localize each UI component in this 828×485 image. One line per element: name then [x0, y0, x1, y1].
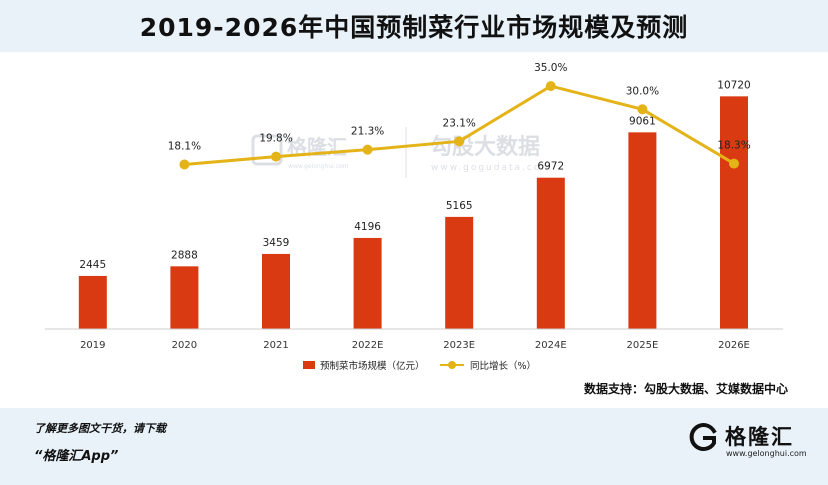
growth-point-2020 [179, 159, 190, 170]
legend: 预制菜市场规模（亿元） 同比增长（%） [303, 360, 536, 372]
chart-panel [0, 52, 828, 408]
growth-point-2025E [637, 104, 648, 115]
growth-label-2023E: 23.1% [443, 117, 476, 129]
legend-bar-label: 预制菜市场规模（亿元） [320, 360, 425, 372]
growth-label-2024E: 35.0% [534, 62, 567, 74]
bar-2019 [78, 275, 107, 329]
x-tick-2020: 2020 [172, 340, 197, 351]
bar-value-label-2023E: 5165 [446, 200, 473, 212]
growth-point-2023E [454, 136, 465, 147]
watermark-brand2: 勾股大数据 [430, 134, 540, 160]
growth-label-2026E: 18.3% [717, 140, 750, 152]
brand-logo: 格隆汇 www.gelonghui.com [688, 418, 807, 464]
bar-2026E [720, 96, 748, 329]
bar-value-label-2021: 3459 [263, 237, 290, 249]
watermark-brand2-url: www.gogudata.com [431, 163, 552, 173]
x-tick-2025E: 2025E [627, 340, 659, 351]
growth-point-2022E [362, 144, 373, 155]
growth-point-2021 [271, 151, 281, 162]
legend-line-marker [448, 361, 456, 369]
x-tick-2024E: 2024E [535, 340, 567, 351]
x-tick-2019: 2019 [80, 340, 105, 351]
growth-label-2025E: 30.0% [626, 85, 659, 97]
bar-2023E [445, 216, 474, 329]
bar-value-label-2026E: 10720 [717, 79, 750, 91]
chart-svg: 格隆汇 www.gelonghui.com 勾股大数据 www.gogudata… [45, 62, 783, 372]
x-tick-2021: 2021 [263, 340, 288, 351]
growth-label-2022E: 21.3% [351, 126, 384, 138]
growth-point-2026E [729, 158, 739, 169]
bar-value-label-2024E: 6972 [537, 161, 564, 173]
bar-2021 [262, 253, 290, 329]
bar-value-label-2019: 2445 [79, 259, 106, 271]
x-tick-2022E: 2022E [352, 340, 384, 351]
x-tick-2023E: 2023E [443, 340, 475, 351]
bar-2022E [353, 237, 382, 329]
legend-line-label: 同比增长（%） [470, 360, 536, 372]
brand-url: www.gelonghui.com [726, 449, 807, 458]
watermark: 格隆汇 www.gelonghui.com 勾股大数据 www.gogudata… [251, 127, 552, 178]
x-tick-2026E: 2026E [718, 340, 750, 351]
watermark-brand1-url: www.gelonghui.com [288, 163, 349, 170]
growth-label-2021: 19.8% [259, 133, 292, 145]
growth-point-2024E [545, 81, 556, 92]
bar-value-label-2022E: 4196 [354, 221, 381, 233]
bar-2025E [628, 132, 657, 329]
bar-2020 [170, 266, 199, 329]
bar-value-label-2025E: 9061 [629, 115, 656, 127]
promo-text: 了解更多图文干货，请下载 [34, 422, 166, 435]
legend-bar-swatch [303, 361, 315, 369]
promo-app-name: “格隆汇App” [34, 449, 119, 464]
growth-label-2020: 18.1% [168, 141, 201, 153]
brand-g-icon [689, 423, 717, 451]
watermark-logo-icon [251, 134, 283, 166]
brand-name: 格隆汇 [725, 425, 794, 449]
chart-title: 2019-2026年中国预制菜行业市场规模及预测 [139, 13, 689, 42]
bar-value-label-2020: 2888 [171, 249, 198, 261]
data-source: 数据支持：勾股大数据、艾媒数据中心 [583, 382, 788, 396]
bar-2024E [536, 177, 565, 329]
